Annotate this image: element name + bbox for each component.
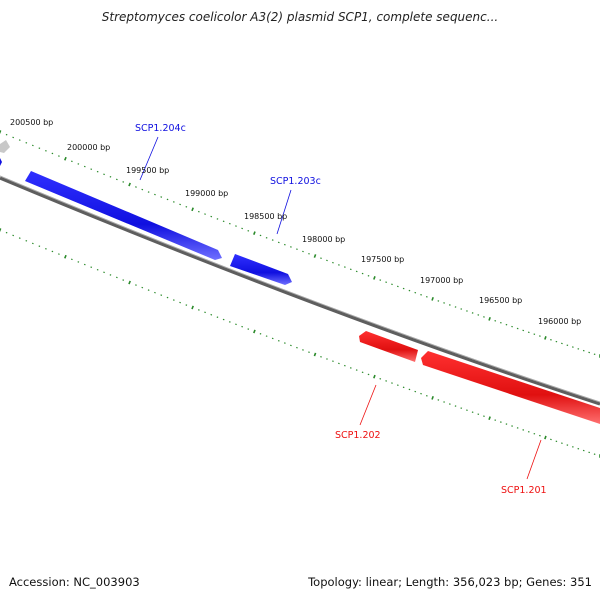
- gene-label-scp1-203c[interactable]: SCP1.203c: [270, 176, 321, 187]
- major-tick: [128, 280, 131, 285]
- leader-scp1-203c: [276, 189, 292, 235]
- major-tick: [191, 305, 194, 310]
- major-tick: [373, 276, 376, 280]
- leader-scp1-202: [359, 384, 377, 426]
- position-label: 198500 bp: [244, 212, 287, 221]
- accession-text: Accession: NC_003903: [9, 575, 140, 589]
- position-label: 197000 bp: [420, 276, 463, 285]
- position-label: 199500 bp: [126, 166, 169, 175]
- partial-gene-blue: [0, 158, 2, 166]
- major-tick: [0, 130, 2, 134]
- major-tick: [373, 374, 376, 379]
- major-tick: [488, 416, 491, 421]
- gene-arrow-scp1-203c[interactable]: [230, 254, 292, 285]
- leader-scp1-201: [526, 439, 542, 480]
- major-tick: [313, 352, 317, 357]
- backbone-line: [0, 176, 600, 406]
- major-tick: [191, 207, 194, 212]
- major-tick: [488, 317, 491, 321]
- inner-tick-row: [0, 228, 600, 458]
- gene-arrow-scp1-204c[interactable]: [25, 171, 222, 260]
- position-label: 196000 bp: [538, 317, 581, 326]
- gene-arrow-scp1-201[interactable]: [421, 351, 600, 424]
- major-tick: [431, 297, 434, 301]
- map-title: Streptomyces coelicolor A3(2) plasmid SC…: [101, 10, 499, 24]
- position-label: 200000 bp: [67, 143, 110, 152]
- partial-gene-grey: [0, 140, 10, 153]
- backbone-highlight: [0, 175, 600, 403]
- major-tick: [313, 254, 317, 258]
- major-tick: [431, 395, 434, 400]
- major-tick: [544, 336, 547, 340]
- gene-label-scp1-201[interactable]: SCP1.201: [501, 485, 547, 496]
- gene-label-scp1-202[interactable]: SCP1.202: [335, 430, 381, 441]
- position-label: 200500 bp: [10, 118, 53, 127]
- major-tick: [64, 254, 67, 259]
- position-label: 199000 bp: [185, 189, 228, 198]
- gene-arrow-scp1-202[interactable]: [359, 331, 418, 362]
- position-label: 196500 bp: [479, 296, 522, 305]
- gene-label-scp1-204c[interactable]: SCP1.204c: [135, 123, 186, 134]
- major-tick: [253, 329, 256, 334]
- major-tick: [544, 435, 547, 440]
- major-tick: [253, 231, 256, 235]
- outer-tick-row: [0, 130, 600, 358]
- major-tick: [128, 182, 131, 187]
- major-tick: [64, 156, 67, 161]
- major-tick: [0, 228, 2, 232]
- position-label: 198000 bp: [302, 235, 345, 244]
- summary-text: Topology: linear; Length: 356,023 bp; Ge…: [308, 575, 592, 589]
- leader-scp1-204c: [139, 136, 159, 181]
- position-label: 197500 bp: [361, 255, 404, 264]
